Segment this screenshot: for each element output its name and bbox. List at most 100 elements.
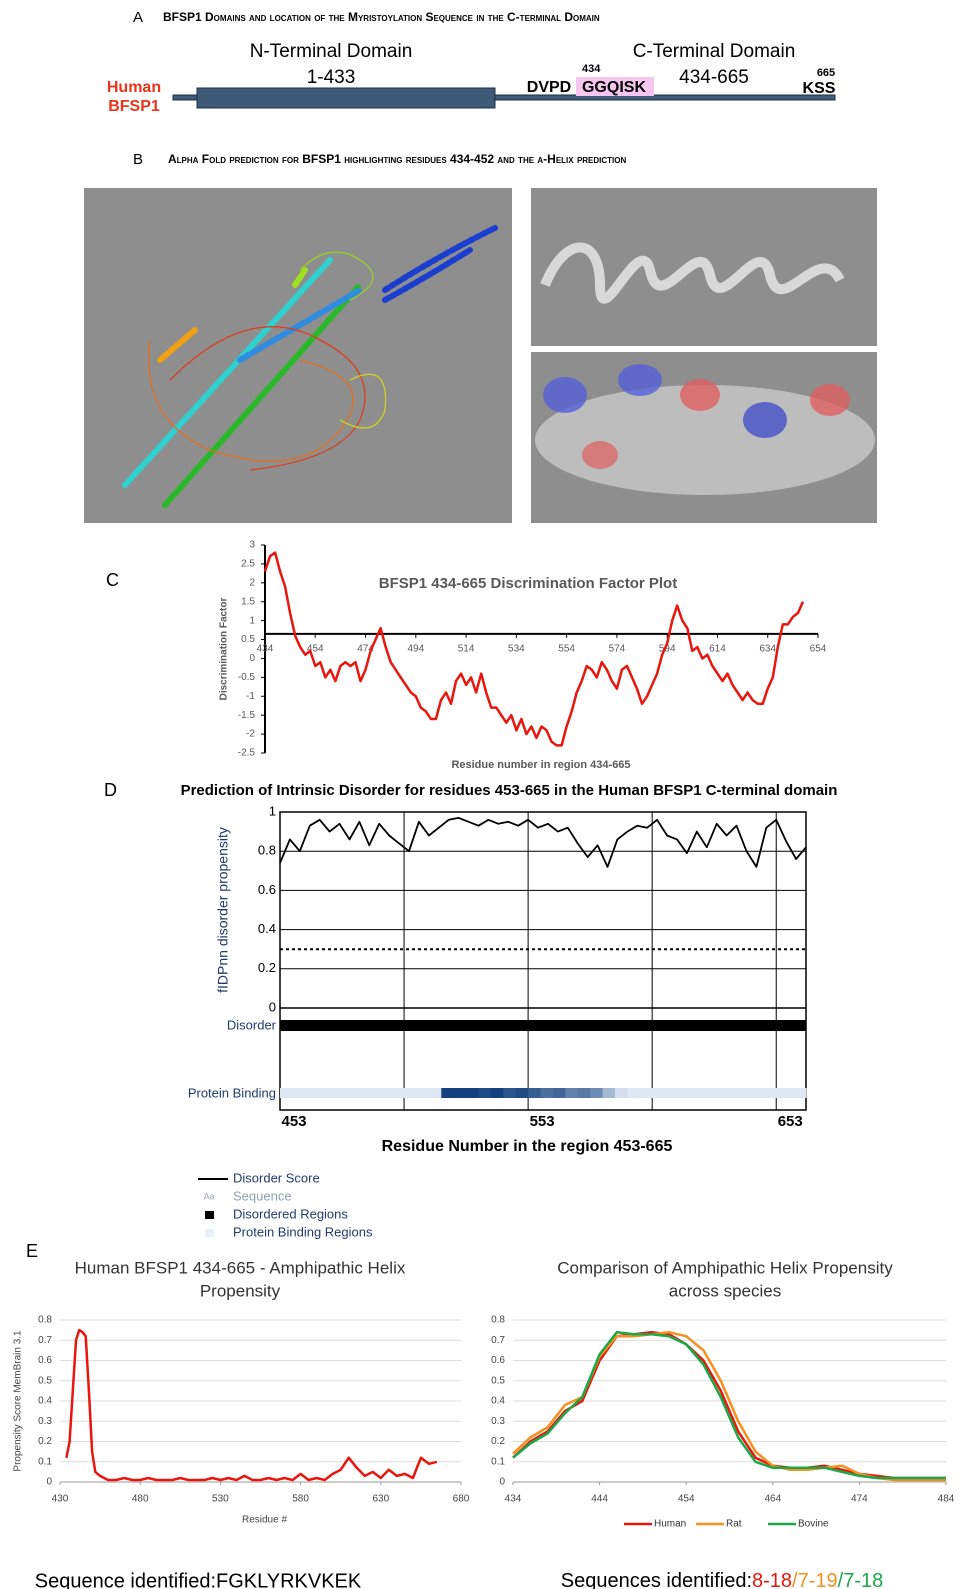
y-tick-label: 0.5: [491, 1375, 505, 1386]
y-tick-label: 0.5: [38, 1375, 52, 1386]
y-axis-label: Discrimination Factor: [219, 598, 230, 701]
y-tick-label: 2.5: [241, 559, 255, 570]
legend-label: Bovine: [798, 1519, 829, 1530]
y-tick-label: 3: [249, 540, 255, 551]
x-tick-label: 634: [759, 644, 776, 655]
binding-bin: [739, 1088, 752, 1098]
protein-label: Human: [107, 79, 161, 96]
x-tick-label: 484: [938, 1494, 955, 1505]
y-tick-label: 0.8: [38, 1315, 52, 1326]
y-tick-label: -1: [246, 691, 255, 702]
domain-range: 1-433: [307, 67, 356, 88]
x-tick-label: 574: [609, 644, 626, 655]
x-tick-label: 653: [778, 1113, 803, 1130]
legend-label: Rat: [726, 1519, 742, 1530]
panel-title: Alpha Fold prediction for BFSP1 highligh…: [168, 152, 627, 166]
panel-title: BFSP1 Domains and location of the Myrist…: [163, 10, 600, 24]
track-label: Protein Binding: [188, 1085, 276, 1100]
binding-bin: [676, 1088, 690, 1098]
y-tick-label: 0.8: [258, 843, 276, 858]
binding-bin: [342, 1088, 355, 1098]
binding-bin: [379, 1088, 393, 1098]
panel-letter: D: [104, 780, 117, 800]
legend-label: Disorder Score: [233, 1170, 320, 1185]
x-tick-label: 434: [257, 644, 274, 655]
sequence-part: /: [792, 1570, 798, 1589]
binding-bin: [354, 1088, 368, 1098]
sequences-identified: Sequences identified:8-18/7-19/7-18: [561, 1570, 883, 1589]
binding-bin: [639, 1088, 653, 1098]
binding-bin: [565, 1088, 579, 1098]
y-tick-label: 0: [249, 653, 255, 664]
x-tick-label: 480: [132, 1494, 149, 1505]
y-tick-label: 0.7: [491, 1335, 505, 1346]
track-label: Disorder: [227, 1017, 277, 1032]
x-tick-label: 580: [292, 1494, 309, 1505]
x-tick-label: 444: [591, 1494, 608, 1505]
legend-label: Disordered Regions: [233, 1206, 348, 1221]
binding-bin: [552, 1088, 566, 1098]
binding-bin: [317, 1088, 331, 1098]
chart-title: Propensity: [200, 1281, 281, 1300]
panel-letter: A: [133, 9, 143, 26]
y-tick-label: 0.2: [491, 1436, 505, 1447]
x-tick-label: 654: [810, 644, 827, 655]
structure-ribbons: [122, 225, 498, 508]
y-tick-label: 0.8: [491, 1315, 505, 1326]
binding-bin: [515, 1088, 529, 1098]
y-tick-label: 0.1: [491, 1456, 505, 1467]
x-tick-label: 534: [508, 644, 525, 655]
x-tick-label: 594: [659, 644, 676, 655]
data-line: [512, 1330, 946, 1482]
x-tick-label: 464: [764, 1494, 781, 1505]
panel-letter: E: [26, 1241, 38, 1261]
chart-title: Comparison of Amphipathic Helix Propensi…: [557, 1258, 893, 1277]
sequence-part: 7-19: [798, 1570, 838, 1589]
binding-bin: [577, 1088, 591, 1098]
binding-bin: [329, 1088, 343, 1098]
binding-bin: [602, 1088, 616, 1098]
chart-title: BFSP1 434-665 Discrimination Factor Plot: [379, 575, 677, 592]
binding-bin: [652, 1088, 666, 1098]
x-tick-label: 530: [212, 1494, 229, 1505]
plot-frame: [279, 811, 807, 1111]
domain-name: N-Terminal Domain: [250, 41, 413, 62]
sequence: DVPD: [527, 79, 571, 96]
x-tick-label: 630: [372, 1494, 389, 1505]
residue-number: 434: [582, 63, 601, 75]
y-tick-label: 0: [46, 1477, 52, 1488]
domain-name: C-Terminal Domain: [633, 41, 796, 62]
legend-label: Sequence: [233, 1188, 292, 1203]
legend-label: Human: [654, 1519, 686, 1530]
y-tick-label: 0.4: [491, 1396, 505, 1407]
sequence-part: /: [838, 1570, 844, 1589]
y-tick-label: 2: [249, 577, 255, 588]
protein-label: BFSP1: [108, 98, 160, 115]
sequence-part: 7-18: [843, 1570, 883, 1589]
panel-letter: C: [106, 570, 119, 590]
x-tick-label: 453: [281, 1113, 306, 1130]
binding-bin: [701, 1088, 715, 1098]
binding-bin: [490, 1088, 504, 1098]
disordered-region: [280, 1020, 806, 1031]
y-tick-label: 0.2: [38, 1436, 52, 1447]
legend-swatch: [205, 1211, 214, 1219]
binding-bin: [466, 1088, 479, 1098]
x-tick-label: 474: [357, 644, 374, 655]
sequence-part: Sequences identified:: [561, 1570, 752, 1589]
sequence: KSS: [803, 80, 836, 97]
binding-bin: [280, 1088, 293, 1098]
legend-swatch: [205, 1229, 214, 1237]
binding-bin: [540, 1088, 554, 1098]
y-tick-label: 1.5: [241, 596, 255, 607]
y-tick-label: -0.5: [238, 672, 256, 683]
x-tick-label: 680: [453, 1494, 470, 1505]
motif: GGQISK: [582, 79, 646, 96]
binding-bin: [441, 1088, 455, 1098]
x-axis-label: Residue number in region 434-665: [451, 759, 630, 771]
helix-ribbon: [540, 242, 845, 304]
binding-bin: [714, 1088, 728, 1098]
x-axis-label: Residue #: [242, 1515, 287, 1526]
panel-letter: B: [133, 151, 143, 168]
